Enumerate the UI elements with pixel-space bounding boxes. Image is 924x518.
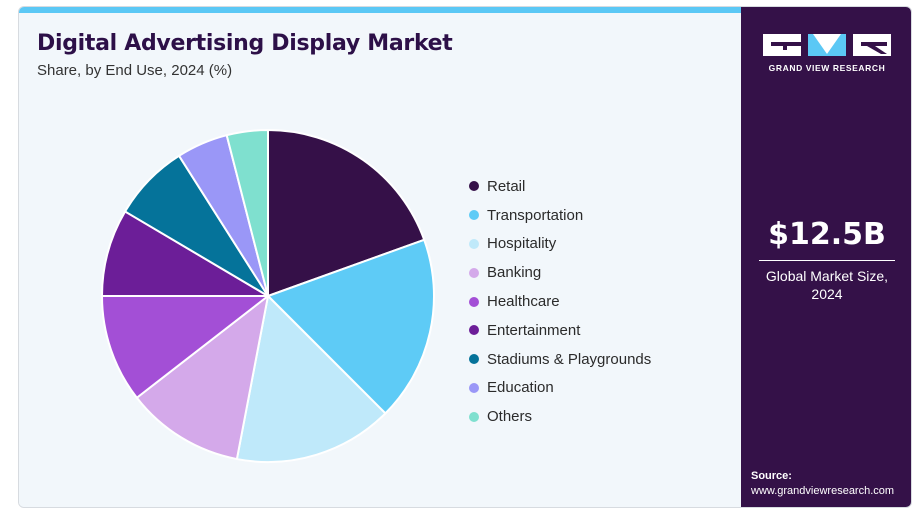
legend-label: Banking [487,264,542,282]
legend-label: Retail [487,177,526,195]
gvr-logo-icon [763,34,891,56]
legend-swatch [469,181,479,192]
legend-item-transportation: Transportation [469,201,651,230]
brand-logo: GRAND VIEW RESEARCH [763,32,891,73]
legend-swatch [469,382,479,393]
legend-label: Stadiums & Playgrounds [487,350,652,368]
legend-item-healthcare: Healthcare [469,287,651,316]
divider [759,260,895,261]
market-size-caption: Global Market Size, 2024 [741,267,911,303]
legend-label: Hospitality [487,235,557,253]
legend-item-stadiums-playgrounds: Stadiums & Playgrounds [469,345,651,374]
pie-slice-healthcare [101,295,269,399]
chart-title: Digital Advertising Display Market [37,31,453,56]
chart-legend: Retail Transportation Hospitality Banking He… [469,172,651,431]
pie-slice-entertainment [101,210,269,297]
market-caption-line2: 2024 [811,286,843,302]
market-caption-line1: Global Market Size, [765,268,889,284]
accent-bar [19,7,741,13]
pie-slice-retail [267,129,426,297]
legend-label: Healthcare [487,293,560,311]
source-label: Source: [751,470,792,482]
legend-item-education: Education [469,374,651,403]
legend-item-retail: Retail [469,172,651,201]
chart-subtitle: Share, by End Use, 2024 (%) [37,62,233,79]
legend-label: Transportation [487,206,584,224]
legend-item-others: Others [469,402,651,431]
legend-label: Entertainment [487,321,581,339]
legend-item-hospitality: Hospitality [469,230,651,259]
legend-swatch [469,325,479,336]
legend-label: Others [487,408,533,426]
legend-item-entertainment: Entertainment [469,316,651,345]
pie-chart [101,129,435,463]
sidebar-panel: GRAND VIEW RESEARCH $12.5B Global Market… [741,7,911,507]
legend-swatch [469,210,479,221]
source-link[interactable]: www.grandviewresearch.com [751,485,895,497]
legend-swatch [469,354,479,365]
pie-slice-transportation [267,238,435,415]
legend-item-banking: Banking [469,258,651,287]
market-size-value: $12.5B [768,217,886,252]
legend-swatch [469,411,479,422]
legend-swatch [469,238,479,249]
brand-name: GRAND VIEW RESEARCH [768,63,886,73]
pie-slice-hospitality [235,295,387,463]
legend-label: Education [487,379,554,397]
pie-slice-banking [135,295,269,461]
chart-card: Digital Advertising Display Market Share… [18,6,912,508]
legend-swatch [469,296,479,307]
legend-swatch [469,267,479,278]
pie-slice-others [225,129,269,297]
